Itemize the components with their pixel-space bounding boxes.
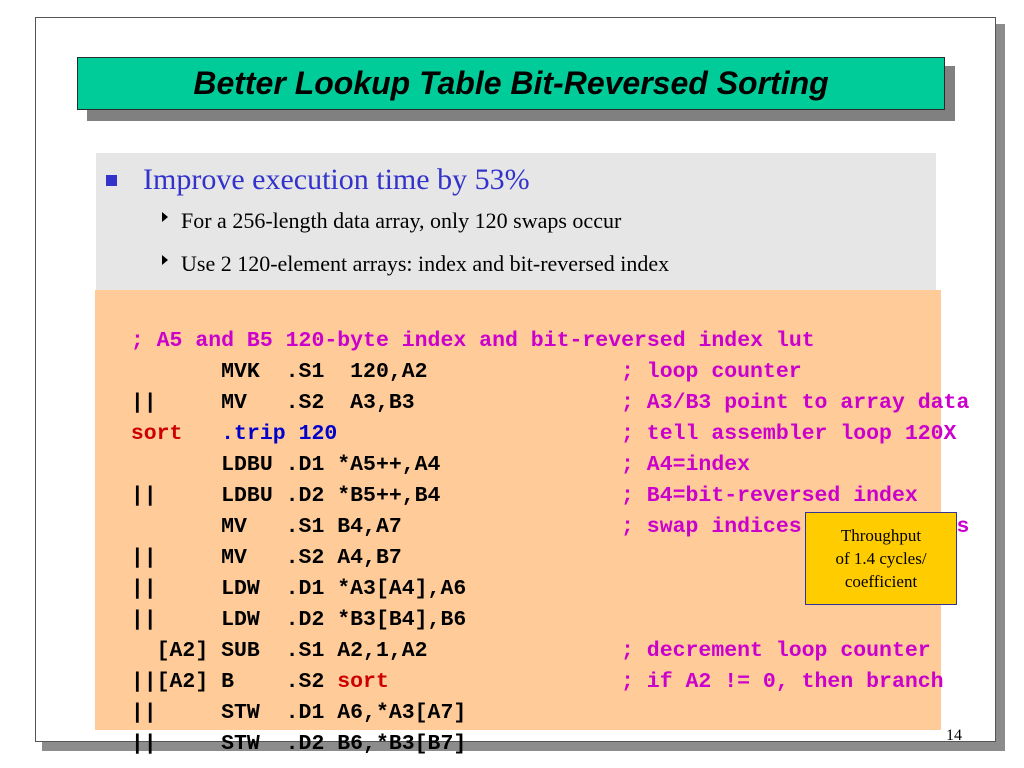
code-line-2: || MV .S2 A3,B3; A3/B3 point to array da… (130, 391, 970, 415)
code-line-9: || LDW .D2 *B3[B4],B6 (130, 608, 467, 632)
code-header-comment: ; A5 and B5 120-byte index and bit-rever… (130, 329, 815, 353)
code-listing (95, 290, 941, 730)
sub-bullet-1: For a 256-length data array, only 120 sw… (162, 208, 621, 234)
sub-bullet-2: Use 2 120-element arrays: index and bit-… (162, 251, 669, 277)
code-line-13: || STW .D2 B6,*B3[B7] (130, 732, 467, 756)
code-line-3: sort .trip 120; tell assembler loop 120X (130, 422, 957, 446)
trip-count: 120 (298, 422, 338, 446)
triangle-bullet-icon (162, 212, 168, 222)
page-number: 14 (946, 727, 962, 744)
code-line-8: || LDW .D1 *A3[A4],A6 (130, 577, 467, 601)
main-bullet: Improve execution time by 53% (106, 163, 530, 197)
loop-label: sort (130, 422, 183, 446)
code-line-12: || STW .D1 A6,*A3[A7] (130, 701, 467, 725)
code-line-7: || MV .S2 A4,B7 (130, 546, 402, 570)
code-line-11: ||[A2] B .S2 sort; if A2 != 0, then bran… (130, 670, 944, 694)
throughput-note: Throughput of 1.4 cycles/ coefficient (805, 512, 957, 605)
code-line-1: MVK .S1 120,A2; loop counter (130, 360, 802, 384)
code-line-4: LDBU .D1 *A5++,A4; A4=index (130, 453, 751, 477)
code-line-10: [A2] SUB .S1 A2,1,A2; decrement loop cou… (130, 639, 931, 663)
triangle-bullet-icon (162, 255, 168, 265)
trip-directive: .trip (221, 422, 286, 446)
sub-bullet-text: For a 256-length data array, only 120 sw… (181, 208, 622, 233)
code-line-5: || LDBU .D2 *B5++,B4; B4=bit-reversed in… (130, 484, 918, 508)
main-bullet-text: Improve execution time by 53% (143, 163, 530, 196)
bullet-panel (96, 153, 936, 291)
sub-bullet-text: Use 2 120-element arrays: index and bit-… (181, 251, 670, 276)
slide-title: Better Lookup Table Bit-Reversed Sorting (77, 57, 945, 110)
branch-target: sort (337, 670, 389, 694)
square-bullet-icon (106, 174, 117, 186)
